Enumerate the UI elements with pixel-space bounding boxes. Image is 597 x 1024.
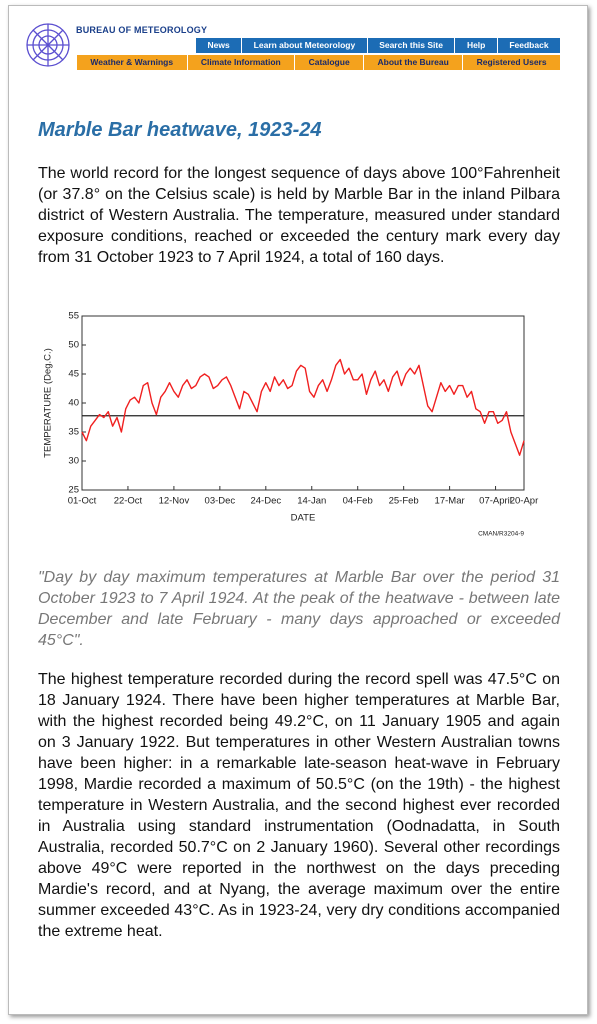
logo-text: BUREAU OF METEOROLOGY <box>76 25 208 35</box>
y-axis-label: TEMPERATURE (Deg.C.) <box>43 348 54 458</box>
y-tick-label: 55 <box>68 311 79 322</box>
x-tick-label: 14-Jan <box>297 496 326 507</box>
chart-note: CMAN/R3204-9 <box>478 531 524 538</box>
x-tick-label: 22-Oct <box>114 496 143 507</box>
logo[interactable] <box>25 22 71 68</box>
nav-link[interactable]: News <box>195 38 241 53</box>
x-tick-label: 25-Feb <box>389 496 419 507</box>
page-frame <box>8 5 588 1015</box>
nav-link[interactable]: Climate Information <box>186 55 295 70</box>
x-axis-label: DATE <box>291 513 316 524</box>
nav-link[interactable]: Feedback <box>496 38 560 53</box>
x-tick-label: 01-Oct <box>68 496 97 507</box>
y-tick-label: 40 <box>68 398 79 409</box>
y-tick-label: 25 <box>68 485 79 496</box>
intro-paragraph: The world record for the longest sequenc… <box>38 165 560 266</box>
y-tick-label: 50 <box>68 340 79 351</box>
x-tick-label: 20-Apr <box>510 496 539 507</box>
x-tick-label: 24-Dec <box>250 496 281 507</box>
nav-link[interactable]: Weather & Warnings <box>76 55 187 70</box>
nav-link[interactable]: Catalogue <box>294 55 363 70</box>
nav-link[interactable]: Help <box>454 38 496 53</box>
chart-caption: "Day by day maximum temperatures at Marb… <box>38 569 560 649</box>
plot-frame <box>81 315 525 491</box>
page-title: Marble Bar heatwave, 1923-24 <box>38 119 322 141</box>
temperature-line <box>81 358 525 456</box>
body-paragraph: The highest temperature recorded during … <box>38 671 560 940</box>
x-tick-label: 04-Feb <box>343 496 373 507</box>
nav-link[interactable]: Learn about Meteorology <box>241 38 367 53</box>
y-tick-label: 35 <box>68 427 79 438</box>
top-nav: News Learn about Meteorology Search this S… <box>195 38 560 53</box>
x-tick-label: 03-Dec <box>205 496 236 507</box>
x-tick-label: 17-Mar <box>435 496 465 507</box>
chart: 25 30 35 40 45 50 55 01-Oct 22-Oct 12-Nov 03-Dec 24… <box>43 311 539 538</box>
y-tick-label: 30 <box>68 456 79 467</box>
x-tick-label: 07-April <box>479 496 512 507</box>
nav-link[interactable]: Registered Users <box>462 55 560 70</box>
y-tick-label: 45 <box>68 369 79 380</box>
x-tick-label: 12-Nov <box>159 496 190 507</box>
nav-link[interactable]: About the Bureau <box>363 55 462 70</box>
nav-link[interactable]: Search this Site <box>366 38 455 53</box>
bottom-nav: Weather & Warnings Climate Information Cat… <box>76 55 560 70</box>
